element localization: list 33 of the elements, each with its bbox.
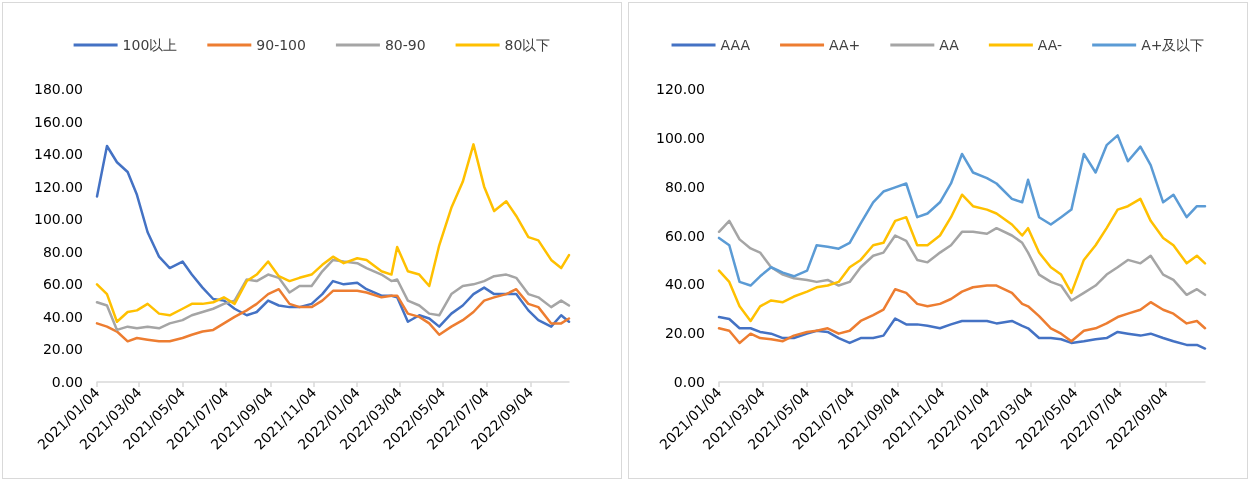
y-tick-label: 0.00 [673, 374, 705, 390]
y-tick-label: 40.00 [42, 308, 83, 325]
legend-label: A+及以下 [1141, 37, 1205, 53]
y-tick-label: 20.00 [664, 325, 705, 342]
legend-label: 80以下 [504, 37, 551, 53]
legend-label: 100以上 [122, 37, 178, 53]
y-tick-label: 60.00 [42, 276, 83, 293]
line-series [95, 258, 571, 332]
legend-label: AA [939, 37, 960, 53]
legend-label: AA+ [829, 37, 861, 53]
line-series [95, 287, 571, 343]
y-tick-label: 120.00 [34, 178, 83, 195]
y-tick-label: 80.00 [42, 243, 83, 260]
line-series [717, 315, 1207, 350]
y-tick-label: 140.00 [34, 146, 83, 163]
legend-label: AAA [720, 37, 751, 53]
y-tick-label: 40.00 [664, 276, 705, 293]
legend-label: 90-100 [256, 37, 306, 53]
y-tick-label: 100.00 [656, 129, 705, 146]
y-tick-label: 180.00 [34, 81, 83, 97]
legend-label: 80-90 [384, 37, 426, 53]
y-tick-label: 60.00 [664, 227, 705, 244]
line-series [717, 193, 1207, 323]
y-tick-label: 80.00 [664, 178, 705, 195]
y-tick-label: 20.00 [42, 341, 83, 358]
y-tick-label: 160.00 [34, 113, 83, 130]
line-series [717, 284, 1207, 345]
y-tick-label: 120.00 [656, 81, 705, 97]
y-tick-label: 0.00 [51, 374, 83, 390]
line-series [717, 134, 1207, 287]
line-series [717, 219, 1207, 302]
y-tick-label: 100.00 [34, 211, 83, 228]
legend-label: AA- [1037, 37, 1063, 53]
